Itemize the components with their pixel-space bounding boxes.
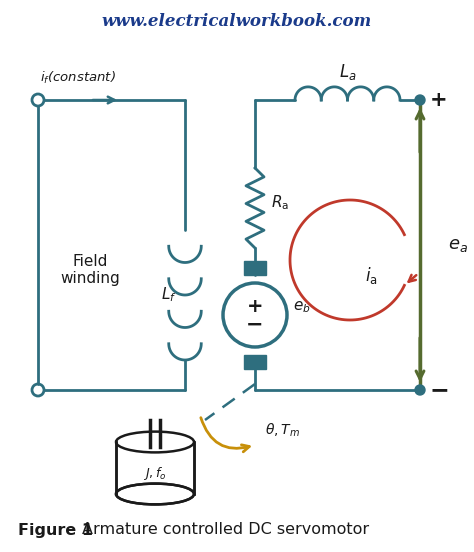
Text: www.electricalworkbook.com: www.electricalworkbook.com	[102, 13, 372, 30]
Text: Figure 1: Figure 1	[18, 523, 93, 538]
Text: $e_a$: $e_a$	[448, 236, 468, 254]
Text: $i_\mathrm{a}$: $i_\mathrm{a}$	[365, 264, 378, 285]
Text: $e_b$: $e_b$	[293, 299, 310, 315]
Text: $L_a$: $L_a$	[339, 62, 356, 82]
Text: +: +	[247, 296, 263, 316]
Text: Armature controlled DC servomotor: Armature controlled DC servomotor	[82, 523, 369, 538]
Bar	[114, 442, 196, 494]
Text: $R_\mathrm{a}$: $R_\mathrm{a}$	[271, 194, 289, 213]
Text: $i_f$(constant): $i_f$(constant)	[40, 70, 116, 86]
Text: $J, f_o$: $J, f_o$	[143, 464, 167, 481]
Text: −: −	[430, 378, 450, 402]
Text: $L_f$: $L_f$	[162, 285, 177, 304]
Bar	[244, 261, 266, 275]
Text: $\theta, T_m$: $\theta, T_m$	[265, 421, 300, 439]
Bar	[244, 355, 266, 369]
Circle shape	[415, 95, 425, 105]
Text: +: +	[430, 90, 447, 110]
Text: −: −	[246, 315, 264, 335]
Text: Field
winding: Field winding	[60, 254, 120, 286]
Circle shape	[415, 385, 425, 395]
